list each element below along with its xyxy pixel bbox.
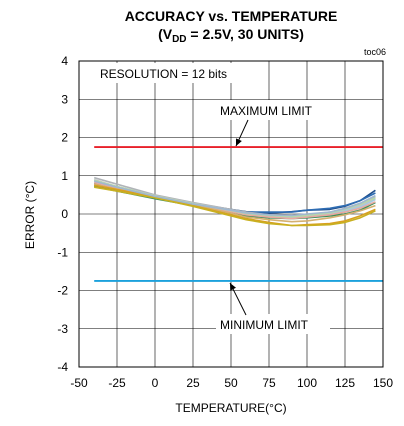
max-label-bg — [216, 100, 328, 120]
x-tick-label: 75 — [262, 376, 276, 390]
x-tick-label: 50 — [224, 376, 238, 390]
arrow-head — [236, 138, 242, 147]
y-tick-label: 0 — [61, 207, 68, 221]
resolution-label: RESOLUTION = 12 bits — [100, 67, 227, 81]
annotation-arrows — [229, 119, 249, 316]
limits-layer — [94, 146, 383, 282]
y-tick-label: 3 — [61, 92, 68, 106]
x-tick-label: 0 — [152, 376, 159, 390]
min-label-bg — [216, 314, 330, 334]
series-layer — [93, 176, 376, 227]
series-line — [93, 180, 376, 217]
x-tick-label: 125 — [335, 376, 355, 390]
min-limit-arrow — [229, 282, 247, 316]
min-limit-label: MINIMUM LIMIT — [220, 318, 309, 332]
x-axis-label: TEMPERATURE(°C) — [175, 401, 286, 415]
series-line — [94, 186, 376, 227]
x-tick-label: 25 — [186, 376, 200, 390]
y-tick-label: 1 — [61, 169, 68, 183]
y-tick-label: -3 — [57, 322, 68, 336]
resolution-label-bg — [96, 63, 256, 83]
x-tick-label: 100 — [297, 376, 317, 390]
subtitle-subscript: DD — [172, 34, 186, 45]
figure-id: toc06 — [364, 47, 386, 57]
x-tick-label: -50 — [70, 376, 88, 390]
chart-title: ACCURACY vs. TEMPERATURE — [125, 8, 338, 24]
y-tick-label: -1 — [57, 245, 68, 259]
chart-subtitle: (VDD = 2.5V, 30 UNITS) — [158, 26, 304, 45]
y-axis-label: ERROR (°C) — [23, 181, 37, 249]
tick-labels: -50 -25 0 25 50 75 100 125 150 -4 -3 -2 -1 0 1 2 3 4 — [57, 54, 393, 390]
plot-frame — [78, 60, 384, 368]
x-tick-label: -25 — [108, 376, 126, 390]
y-tick-label: 2 — [61, 131, 68, 145]
x-tick-label: 150 — [373, 376, 393, 390]
arrow-head — [230, 282, 236, 291]
y-tick-label: 4 — [61, 54, 68, 68]
y-tick-label: -4 — [57, 360, 68, 374]
y-tick-label: -2 — [57, 284, 68, 298]
max-limit-label: MAXIMUM LIMIT — [220, 104, 313, 118]
series-line — [94, 182, 376, 214]
max-limit-arrow — [235, 119, 249, 147]
